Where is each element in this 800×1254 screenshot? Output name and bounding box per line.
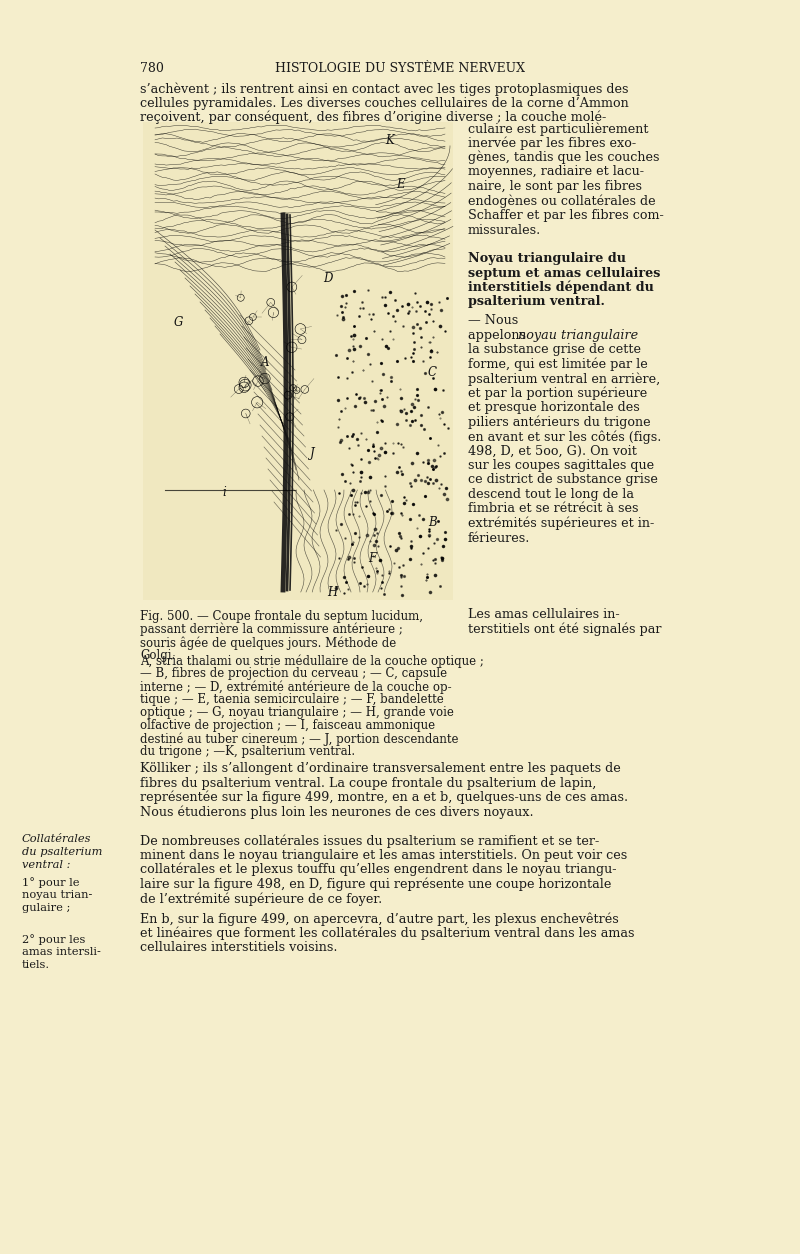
Text: cellulaires interstitiels voisins.: cellulaires interstitiels voisins. bbox=[140, 940, 338, 954]
Text: destiné au tuber cinereum ; — J, portion descendante: destiné au tuber cinereum ; — J, portion… bbox=[140, 732, 458, 745]
Text: en avant et sur les côtés (figs.: en avant et sur les côtés (figs. bbox=[468, 430, 662, 444]
Text: Kölliker ; ils s’allongent d’ordinaire transversalement entre les paquets de: Kölliker ; ils s’allongent d’ordinaire t… bbox=[140, 762, 621, 775]
Text: et linéaires que forment les collatérales du psalterium ventral dans les amas: et linéaires que forment les collatérale… bbox=[140, 927, 634, 940]
Text: collatérales et le plexus touffu qu’elles engendrent dans le noyau triangu-: collatérales et le plexus touffu qu’elle… bbox=[140, 863, 617, 877]
Text: culaire est particulièrement: culaire est particulièrement bbox=[468, 122, 649, 135]
Text: missurales.: missurales. bbox=[468, 223, 542, 237]
Text: et presque horizontale des: et presque horizontale des bbox=[468, 401, 640, 414]
Text: minent dans le noyau triangulaire et les amas interstitiels. On peut voir ces: minent dans le noyau triangulaire et les… bbox=[140, 849, 627, 861]
Text: HISTOLOGIE DU SYSTÈME NERVEUX: HISTOLOGIE DU SYSTÈME NERVEUX bbox=[275, 61, 525, 75]
Text: i: i bbox=[222, 487, 226, 499]
Text: endogènes ou collatérales de: endogènes ou collatérales de bbox=[468, 194, 656, 208]
Text: gulaire ;: gulaire ; bbox=[22, 903, 70, 913]
Text: ce district de substance grise: ce district de substance grise bbox=[468, 474, 658, 487]
Text: H: H bbox=[327, 587, 337, 599]
Text: 498, D, et 5oo, G). On voit: 498, D, et 5oo, G). On voit bbox=[468, 444, 637, 458]
Text: s’achèvent ; ils rentrent ainsi en contact avec les tiges protoplasmiques des: s’achèvent ; ils rentrent ainsi en conta… bbox=[140, 82, 629, 95]
Text: de l’extrémité supérieure de ce foyer.: de l’extrémité supérieure de ce foyer. bbox=[140, 892, 382, 905]
Text: — Nous: — Nous bbox=[468, 314, 518, 327]
Text: 780: 780 bbox=[140, 61, 164, 75]
Text: fibres du psalterium ventral. La coupe frontale du psalterium de lapin,: fibres du psalterium ventral. La coupe f… bbox=[140, 776, 596, 790]
Text: ventral :: ventral : bbox=[22, 860, 70, 870]
Text: Collatérales: Collatérales bbox=[22, 834, 91, 844]
Text: K: K bbox=[386, 133, 394, 147]
Text: G: G bbox=[174, 316, 182, 330]
Text: moyennes, radiaire et lacu-: moyennes, radiaire et lacu- bbox=[468, 166, 644, 178]
Text: piliers antérieurs du trigone: piliers antérieurs du trigone bbox=[468, 415, 650, 429]
Text: cellules pyramidales. Les diverses couches cellulaires de la corne d’Ammon: cellules pyramidales. Les diverses couch… bbox=[140, 97, 629, 109]
Text: 2° pour les: 2° pour les bbox=[22, 934, 86, 944]
Text: B: B bbox=[428, 517, 436, 529]
Text: terstitiels ont été signalés par: terstitiels ont été signalés par bbox=[468, 622, 662, 636]
Text: forme, qui est limitée par le: forme, qui est limitée par le bbox=[468, 357, 648, 371]
Text: gènes, tandis que les couches: gènes, tandis que les couches bbox=[468, 150, 659, 164]
Text: férieures.: férieures. bbox=[468, 532, 530, 544]
Text: optique ; — G, noyau triangulaire ; — H, grande voie: optique ; — G, noyau triangulaire ; — H,… bbox=[140, 706, 454, 719]
Text: 1° pour le: 1° pour le bbox=[22, 877, 79, 888]
Text: laire sur la figure 498, en D, figure qui représente une coupe horizontale: laire sur la figure 498, en D, figure qu… bbox=[140, 878, 611, 892]
Text: En b, sur la figure 499, on apercevra, d’autre part, les plexus enchevêtrés: En b, sur la figure 499, on apercevra, d… bbox=[140, 912, 618, 925]
Text: reçoivent, par conséquent, des fibres d’origine diverse ; la couche molé-: reçoivent, par conséquent, des fibres d’… bbox=[140, 112, 606, 124]
Text: J: J bbox=[310, 446, 314, 459]
Text: fimbria et se rétrécit à ses: fimbria et se rétrécit à ses bbox=[468, 503, 638, 515]
Text: et par la portion supérieure: et par la portion supérieure bbox=[468, 386, 647, 400]
Text: psalterium ventral.: psalterium ventral. bbox=[468, 296, 605, 308]
Text: olfactive de projection ; — I, faisceau ammonique: olfactive de projection ; — I, faisceau … bbox=[140, 719, 435, 732]
Text: représentée sur la figure 499, montre, en a et b, quelques-uns de ces amas.: représentée sur la figure 499, montre, e… bbox=[140, 791, 628, 805]
Text: interne ; — D, extrémité antérieure de la couche op-: interne ; — D, extrémité antérieure de l… bbox=[140, 680, 452, 693]
Text: Fig. 500. — Coupe frontale du septum lucidum,: Fig. 500. — Coupe frontale du septum luc… bbox=[140, 609, 423, 623]
Text: Nous étudierons plus loin les neurones de ces divers noyaux.: Nous étudierons plus loin les neurones d… bbox=[140, 805, 534, 819]
Text: Schaffer et par les fibres com-: Schaffer et par les fibres com- bbox=[468, 209, 664, 222]
Text: la substance grise de cette: la substance grise de cette bbox=[468, 344, 641, 356]
Text: F: F bbox=[368, 552, 376, 564]
Text: amas intersli-: amas intersli- bbox=[22, 947, 101, 957]
Text: du psalterium: du psalterium bbox=[22, 846, 102, 856]
Text: inervée par les fibres exo-: inervée par les fibres exo- bbox=[468, 137, 636, 150]
Text: noyau trian-: noyau trian- bbox=[22, 890, 92, 900]
FancyBboxPatch shape bbox=[143, 122, 453, 599]
Text: descend tout le long de la: descend tout le long de la bbox=[468, 488, 634, 502]
Text: D: D bbox=[323, 272, 333, 285]
Text: A, stria thalami ou strie médullaire de la couche optique ;: A, stria thalami ou strie médullaire de … bbox=[140, 655, 484, 667]
Text: noyau triangulaire: noyau triangulaire bbox=[518, 329, 638, 341]
Text: souris âgée de quelques jours. Méthode de: souris âgée de quelques jours. Méthode d… bbox=[140, 636, 396, 650]
Text: psalterium ventral en arrière,: psalterium ventral en arrière, bbox=[468, 372, 660, 385]
Text: tiels.: tiels. bbox=[22, 961, 50, 971]
Text: interstitiels dépendant du: interstitiels dépendant du bbox=[468, 281, 654, 295]
Text: Les amas cellulaires in-: Les amas cellulaires in- bbox=[468, 608, 620, 621]
Text: Noyau triangulaire du: Noyau triangulaire du bbox=[468, 252, 626, 265]
Text: A: A bbox=[261, 356, 270, 370]
Text: E: E bbox=[396, 178, 404, 192]
Text: tique ; — E, taenia semicirculaire ; — F, bandelette: tique ; — E, taenia semicirculaire ; — F… bbox=[140, 693, 444, 706]
Text: extrémités supérieures et in-: extrémités supérieures et in- bbox=[468, 517, 654, 530]
Text: De nombreuses collatérales issues du psalterium se ramifient et se ter-: De nombreuses collatérales issues du psa… bbox=[140, 834, 599, 848]
Text: septum et amas cellulaires: septum et amas cellulaires bbox=[468, 267, 660, 280]
Text: du trigone ; —K, psalterium ventral.: du trigone ; —K, psalterium ventral. bbox=[140, 745, 355, 757]
Text: appelons: appelons bbox=[468, 329, 530, 341]
Text: naire, le sont par les fibres: naire, le sont par les fibres bbox=[468, 181, 642, 193]
Text: — B, fibres de projection du cerveau ; — C, capsule: — B, fibres de projection du cerveau ; —… bbox=[140, 667, 447, 680]
Text: passant derrière la commissure antérieure ;: passant derrière la commissure antérieur… bbox=[140, 623, 403, 637]
Text: sur les coupes sagittales que: sur les coupes sagittales que bbox=[468, 459, 654, 472]
Text: Golgi.: Golgi. bbox=[140, 650, 175, 662]
Text: C: C bbox=[427, 366, 437, 380]
